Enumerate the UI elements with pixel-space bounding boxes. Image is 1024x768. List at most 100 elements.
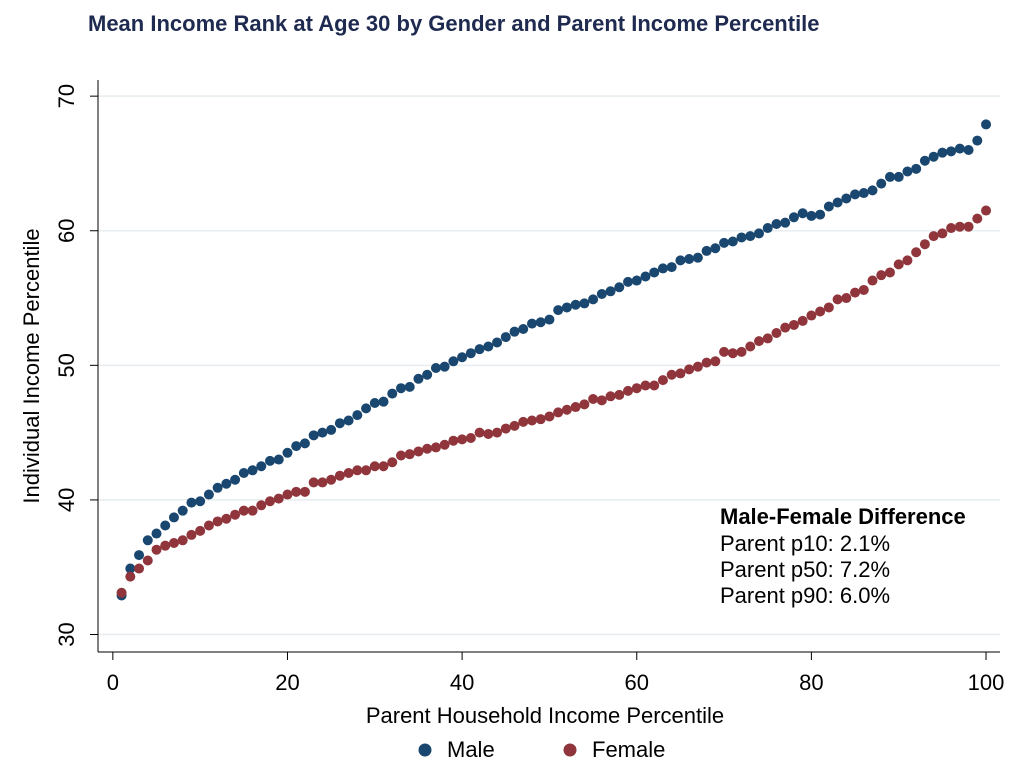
point <box>526 318 537 329</box>
point <box>247 465 258 476</box>
point <box>230 509 241 520</box>
point <box>500 423 511 434</box>
point <box>195 525 206 536</box>
point <box>919 155 930 166</box>
point <box>212 516 223 527</box>
point <box>448 435 459 446</box>
point <box>125 571 136 582</box>
point <box>797 315 808 326</box>
point <box>972 135 983 146</box>
point <box>579 399 590 410</box>
point <box>780 322 791 333</box>
legend-label: Female <box>592 737 665 762</box>
point <box>160 520 171 531</box>
point <box>719 346 730 357</box>
point <box>465 433 476 444</box>
point <box>509 420 520 431</box>
point <box>361 465 372 476</box>
point <box>457 434 468 445</box>
point <box>256 500 267 511</box>
point <box>937 228 948 239</box>
annotation-line: Parent p50: 7.2% <box>720 557 890 582</box>
point <box>666 369 677 380</box>
point <box>221 513 232 524</box>
point <box>238 467 249 478</box>
x-tick-label: 80 <box>799 670 823 695</box>
point <box>710 356 721 367</box>
x-tick-label: 60 <box>625 670 649 695</box>
point <box>168 537 179 548</box>
point <box>832 294 843 305</box>
point <box>465 348 476 359</box>
point <box>928 231 939 242</box>
point <box>692 252 703 263</box>
point <box>911 247 922 258</box>
point <box>168 512 179 523</box>
point <box>203 489 214 500</box>
point <box>596 288 607 299</box>
point <box>588 294 599 305</box>
plot-area <box>116 119 992 601</box>
point <box>902 255 913 266</box>
point <box>858 284 869 295</box>
point <box>727 348 738 359</box>
x-tick-label: 100 <box>968 670 1005 695</box>
point <box>404 449 415 460</box>
point <box>588 393 599 404</box>
point <box>535 317 546 328</box>
point <box>561 302 572 313</box>
annotation-line: Parent p90: 6.0% <box>720 583 890 608</box>
point <box>160 540 171 551</box>
point <box>867 185 878 196</box>
legend: Male Female <box>418 737 665 762</box>
x-tick-label: 20 <box>275 670 299 695</box>
point <box>823 302 834 313</box>
point <box>282 447 293 458</box>
point <box>579 298 590 309</box>
y-tick-label: 40 <box>54 488 79 512</box>
point <box>378 396 389 407</box>
point <box>404 381 415 392</box>
point <box>317 477 328 488</box>
y-tick-label: 70 <box>54 84 79 108</box>
y-tick-label: 30 <box>54 622 79 646</box>
point <box>902 166 913 177</box>
point <box>858 188 869 199</box>
point <box>623 385 634 396</box>
point <box>727 236 738 247</box>
point <box>876 270 887 281</box>
point <box>745 231 756 242</box>
point <box>238 505 249 516</box>
point <box>361 403 372 414</box>
point <box>623 276 634 287</box>
point <box>631 275 642 286</box>
point <box>780 217 791 228</box>
point <box>701 245 712 256</box>
point <box>771 328 782 339</box>
point <box>754 228 765 239</box>
point <box>806 210 817 221</box>
point <box>736 232 747 243</box>
point <box>684 254 695 265</box>
point <box>649 267 660 278</box>
point <box>788 319 799 330</box>
point <box>247 505 258 516</box>
legend-label: Male <box>447 737 495 762</box>
point <box>893 171 904 182</box>
point <box>937 147 948 158</box>
point <box>649 380 660 391</box>
point <box>474 344 485 355</box>
point <box>946 146 957 157</box>
point <box>378 461 389 472</box>
point <box>134 563 145 574</box>
grid <box>90 95 1000 660</box>
point <box>614 389 625 400</box>
point <box>343 415 354 426</box>
point <box>430 363 441 374</box>
point <box>745 341 756 352</box>
point <box>308 477 319 488</box>
point <box>334 470 345 481</box>
point <box>151 528 162 539</box>
point <box>561 404 572 415</box>
point <box>134 550 145 561</box>
